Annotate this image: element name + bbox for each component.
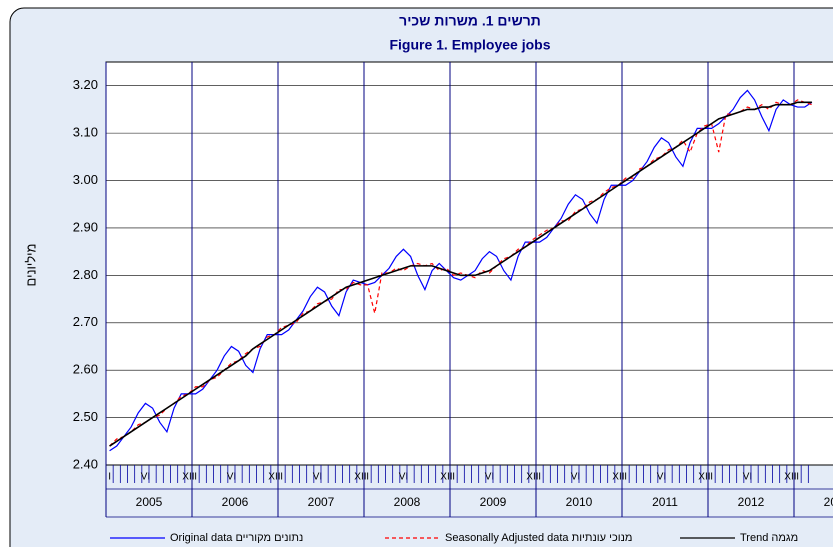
year-label: 2009 [480, 495, 507, 509]
x-tick-label: VI [743, 472, 752, 483]
x-tick-label: XII [182, 472, 194, 483]
x-tick-label: VI [657, 472, 666, 483]
series-line [109, 89, 813, 452]
chart-title: תרשים 1. משרות שכיר [399, 13, 541, 29]
y-tick-label: 2.80 [73, 267, 98, 282]
year-label: 2012 [738, 495, 765, 509]
x-tick-label: I [366, 472, 369, 483]
year-label: 2005 [136, 495, 163, 509]
x-tick-label: I [538, 472, 541, 483]
x-tick-label: I [108, 472, 111, 483]
year-label: 2008 [394, 495, 421, 509]
year-label: 2011 [652, 495, 678, 509]
x-tick-label: XII [784, 472, 796, 483]
legend-label: Trend מגמה [740, 532, 798, 544]
x-tick-label: I [624, 472, 627, 483]
year-label: 2010 [566, 495, 593, 509]
year-label: 2007 [308, 495, 335, 509]
y-tick-label: 2.90 [73, 219, 98, 234]
x-tick-label: XII [440, 472, 452, 483]
x-tick-label: VI [313, 472, 322, 483]
y-tick-label: 3.00 [73, 172, 98, 187]
plot-area [105, 61, 833, 466]
y-tick-label: 2.60 [73, 362, 98, 377]
x-tick-label: VI [141, 472, 150, 483]
y-tick-label: 2.40 [73, 456, 98, 471]
y-tick-label: 3.20 [73, 77, 98, 92]
x-tick-label: XII [268, 472, 280, 483]
x-tick-label: VI [227, 472, 236, 483]
x-tick-label: I [280, 472, 283, 483]
y-tick-label: 2.50 [73, 409, 98, 424]
year-label: 2013 [824, 495, 833, 509]
x-tick-label: XII [698, 472, 710, 483]
y-tick-label: 3.10 [73, 125, 98, 140]
x-tick-label: I [452, 472, 455, 483]
x-tick-label: VI [571, 472, 580, 483]
x-tick-label: I [194, 472, 197, 483]
chart-subtitle: Figure 1. Employee jobs [389, 37, 550, 53]
x-tick-label: I [796, 472, 799, 483]
x-tick-label: VI [399, 472, 408, 483]
series-line [109, 99, 813, 447]
x-tick-label: I [710, 472, 713, 483]
y-tick-label: 2.70 [73, 314, 98, 329]
legend-label: Seasonally Adjusted data מנוכי עונתיות [445, 532, 632, 544]
x-tick-label: XII [612, 472, 624, 483]
x-tick-label: XII [354, 472, 366, 483]
year-label: 2006 [222, 495, 249, 509]
y-axis-label: מיליונים [23, 244, 38, 287]
x-tick-label: XII [526, 472, 538, 483]
series-line [109, 101, 812, 447]
legend-label: Original data נתונים מקוריים [170, 532, 303, 544]
x-tick-label: VI [485, 472, 494, 483]
